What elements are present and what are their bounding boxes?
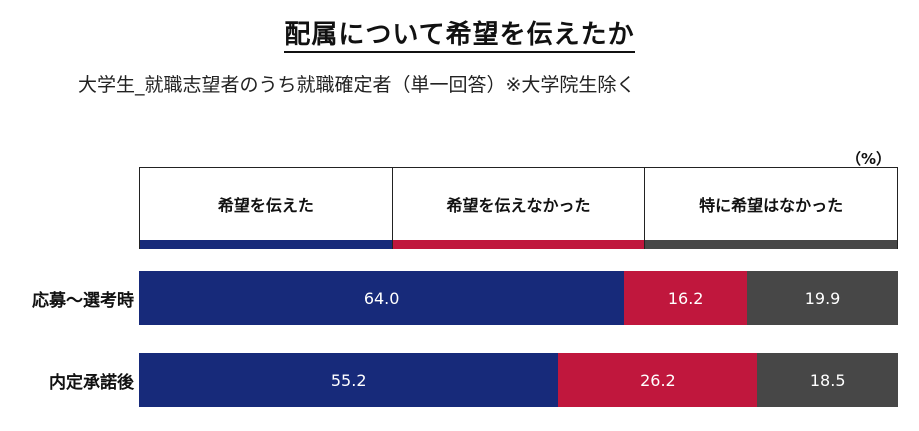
- data-label-0-2: 19.9: [804, 288, 841, 308]
- unit-label: （%）: [846, 150, 892, 168]
- data-label-1-1: 26.2: [640, 370, 676, 390]
- bar-segment-0-0: 64.0: [139, 271, 625, 325]
- data-label-1-2: 18.5: [809, 370, 846, 390]
- legend-swatch-1: [392, 240, 645, 249]
- legend-label-2: 特に希望はなかった: [699, 195, 844, 215]
- legend-swatch-2: [645, 240, 898, 249]
- chart-title-text: 配属について希望を伝えたか: [284, 20, 635, 53]
- category-label-1: 内定承諾後: [49, 373, 134, 393]
- bar-row-1: 55.2 26.2 18.5: [139, 353, 898, 407]
- bar-segment-1-2: 18.5: [757, 353, 898, 407]
- chart-title: 配属について希望を伝えたか: [0, 14, 919, 53]
- bar-segment-0-1: 16.2: [624, 271, 748, 325]
- legend-swatch-0: [140, 240, 392, 249]
- bar-segment-1-1: 26.2: [558, 353, 758, 407]
- data-label-0-0: 64.0: [363, 288, 400, 308]
- data-label-0-1: 16.2: [667, 288, 704, 308]
- bar-segment-0-2: 19.9: [747, 271, 898, 325]
- legend-item-1: 希望を伝えなかった: [392, 168, 646, 249]
- legend-label-1: 希望を伝えなかった: [446, 195, 591, 215]
- legend-item-0: 希望を伝えた: [140, 168, 393, 249]
- category-label-0: 応募～選考時: [32, 291, 134, 311]
- bar-row-0: 64.0 16.2 19.9: [139, 271, 898, 325]
- data-label-1-0: 55.2: [330, 370, 367, 390]
- chart-subtitle: 大学生_就職志望者のうち就職確定者（単一回答）※大学院生除く: [78, 74, 636, 96]
- legend-item-2: 特に希望はなかった: [645, 168, 899, 249]
- legend: 希望を伝えた 希望を伝えなかった 特に希望はなかった: [139, 167, 899, 249]
- legend-label-0: 希望を伝えた: [217, 195, 314, 215]
- bar-segment-1-0: 55.2: [139, 353, 559, 407]
